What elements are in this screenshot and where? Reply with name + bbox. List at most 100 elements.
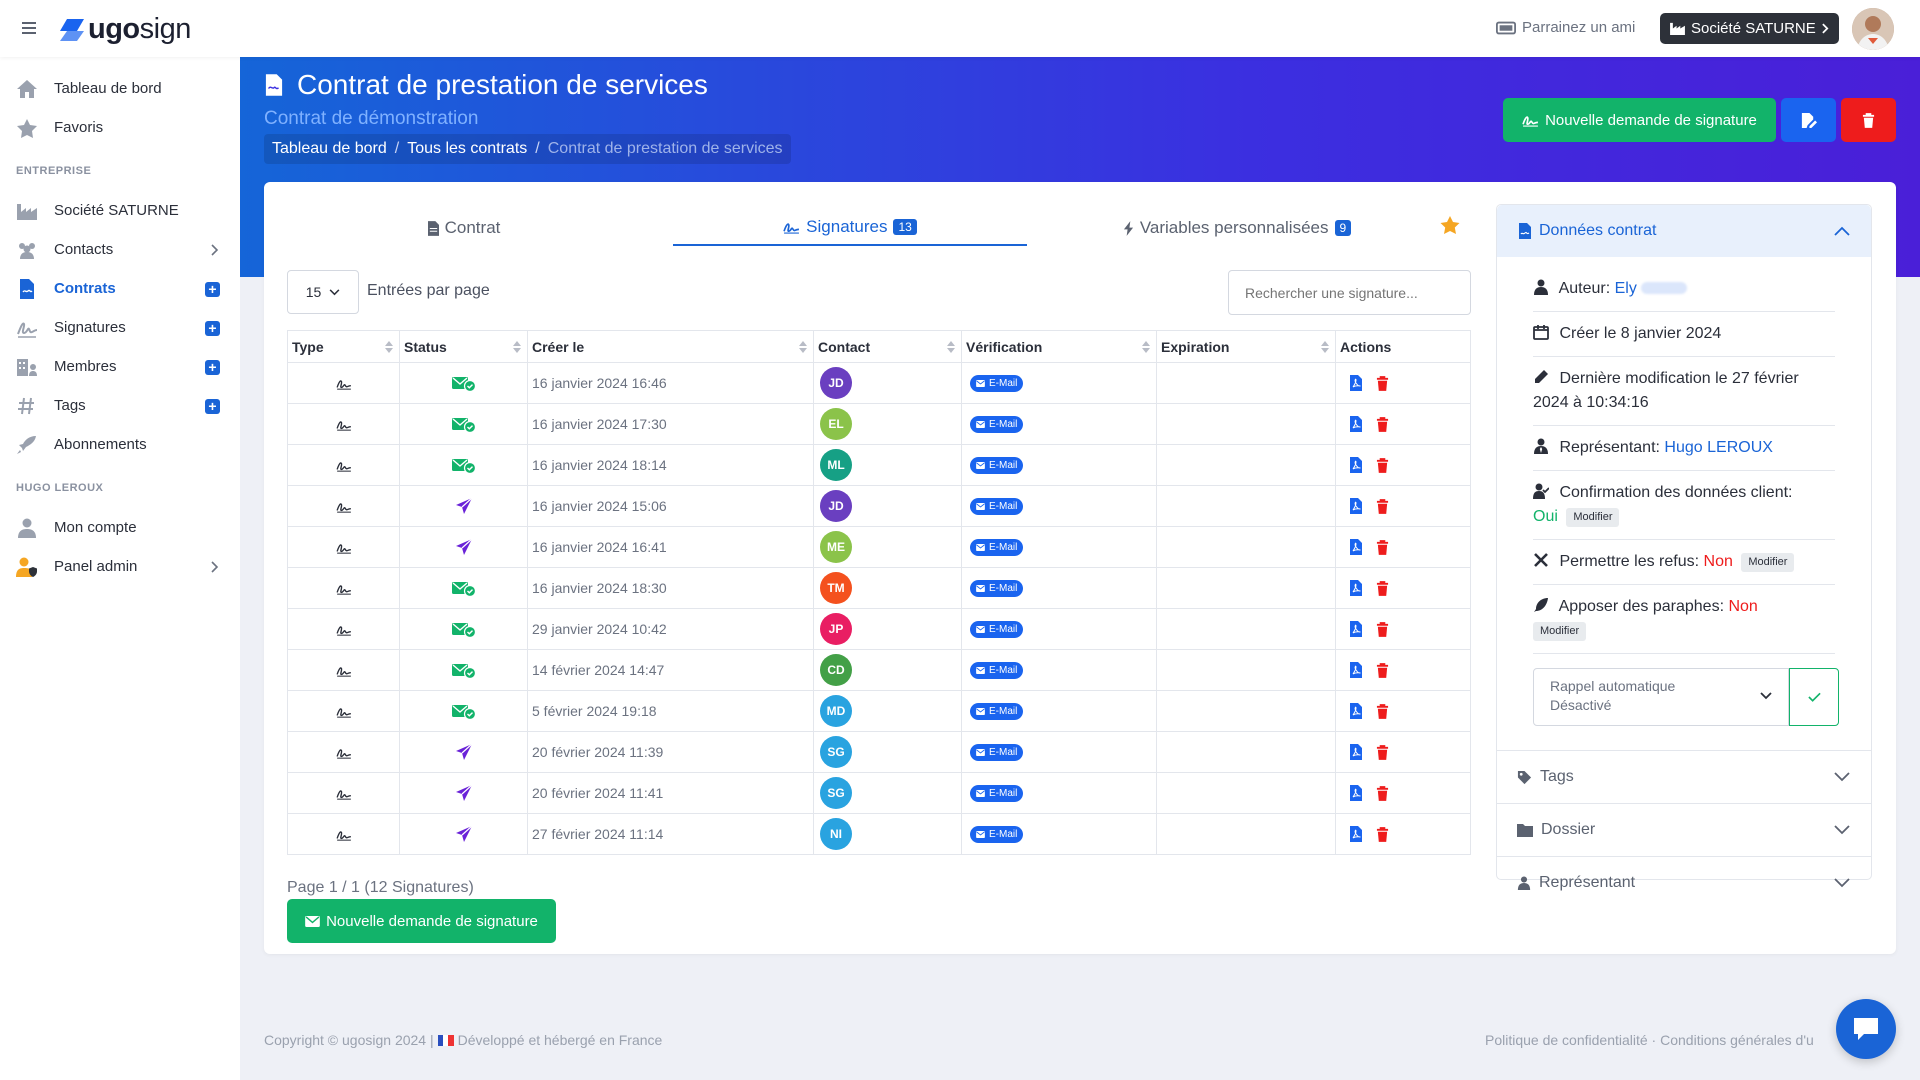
status-cell — [399, 608, 528, 650]
check-icon — [1807, 692, 1821, 702]
file-pdf-icon[interactable] — [1350, 662, 1362, 678]
contact-avatar[interactable]: NI — [820, 818, 852, 850]
contact-avatar[interactable]: JP — [820, 613, 852, 645]
sidebar-item-contacts[interactable]: Contacts — [0, 230, 240, 269]
referral-link[interactable]: Parrainez un ami — [1496, 19, 1635, 36]
sidebar-item-members[interactable]: Membres + — [0, 347, 240, 386]
add-tag-button[interactable]: + — [205, 399, 220, 414]
column-header-expiration[interactable]: Expiration — [1156, 330, 1336, 363]
trash-icon[interactable] — [1376, 375, 1389, 391]
add-contract-button[interactable]: + — [205, 282, 220, 297]
contact-avatar[interactable]: JD — [820, 367, 852, 399]
file-pdf-icon[interactable] — [1350, 703, 1362, 719]
new-signature-request-bottom-button[interactable]: Nouvelle demande de signature — [287, 899, 556, 943]
file-pdf-icon[interactable] — [1350, 621, 1362, 637]
sidebar-item-subscriptions[interactable]: Abonnements — [0, 425, 240, 464]
trash-icon[interactable] — [1376, 621, 1389, 637]
sidebar-item-account[interactable]: Mon compte — [0, 508, 240, 547]
sidebar-item-dashboard[interactable]: Tableau de bord — [0, 69, 240, 108]
star-icon — [17, 118, 37, 138]
sidebar-item-company[interactable]: Société SATURNE — [0, 191, 240, 230]
sidebar-item-signatures[interactable]: Signatures + — [0, 308, 240, 347]
add-member-button[interactable]: + — [205, 360, 220, 375]
contact-avatar[interactable]: CD — [820, 654, 852, 686]
file-pdf-icon[interactable] — [1350, 498, 1362, 514]
column-header-verification[interactable]: Vérification — [961, 330, 1157, 363]
sidebar-item-tags[interactable]: Tags + — [0, 386, 240, 425]
author-link[interactable]: Ely — [1614, 280, 1637, 297]
type-cell — [287, 403, 400, 445]
tab-custom-variables[interactable]: Variables personnalisées 9 — [1060, 210, 1414, 246]
modify-client-confirmation-button[interactable]: Modifier — [1566, 508, 1620, 527]
search-signature-input[interactable] — [1228, 270, 1471, 315]
trash-icon[interactable] — [1376, 826, 1389, 842]
new-signature-request-button[interactable]: Nouvelle demande de signature — [1503, 98, 1776, 142]
tab-signatures[interactable]: Signatures 13 — [673, 210, 1027, 246]
contact-avatar[interactable]: EL — [820, 408, 852, 440]
menu-icon[interactable] — [20, 19, 38, 37]
add-signature-button[interactable]: + — [205, 321, 220, 336]
column-header-contact[interactable]: Contact — [813, 330, 962, 363]
tags-accordion[interactable]: Tags — [1497, 750, 1871, 803]
column-header-created[interactable]: Créer le — [527, 330, 814, 363]
sidebar-item-favorites[interactable]: Favoris — [0, 108, 240, 147]
brand-logo[interactable]: ugosign — [60, 13, 191, 46]
tab-contract[interactable]: Contrat — [287, 210, 641, 246]
file-pdf-icon[interactable] — [1350, 416, 1362, 432]
company-switch-button[interactable]: Société SATURNE — [1660, 13, 1839, 44]
file-pdf-icon[interactable] — [1350, 375, 1362, 391]
trash-icon[interactable] — [1376, 498, 1389, 514]
expiration-cell — [1156, 485, 1336, 527]
signature-icon — [335, 708, 351, 718]
envelope-icon — [976, 708, 985, 715]
sidebar-item-contracts[interactable]: Contrats + — [0, 269, 240, 308]
contact-avatar[interactable]: MD — [820, 695, 852, 727]
column-header-status[interactable]: Status — [399, 330, 528, 363]
contact-avatar[interactable]: JD — [820, 490, 852, 522]
favorite-star-icon[interactable] — [1440, 215, 1460, 235]
contact-avatar[interactable]: TM — [820, 572, 852, 604]
column-header-type[interactable]: Type — [287, 330, 400, 363]
contact-avatar[interactable]: ML — [820, 449, 852, 481]
file-pdf-icon[interactable] — [1350, 539, 1362, 555]
trash-icon[interactable] — [1376, 744, 1389, 760]
breadcrumb-contracts[interactable]: Tous les contrats — [407, 140, 528, 157]
contact-avatar[interactable]: SG — [820, 736, 852, 768]
representative-accordion[interactable]: Représentant — [1497, 856, 1871, 909]
type-cell — [287, 485, 400, 527]
edit-contract-button[interactable] — [1781, 98, 1836, 142]
trash-icon[interactable] — [1376, 580, 1389, 596]
file-pdf-icon[interactable] — [1350, 785, 1362, 801]
type-cell — [287, 690, 400, 732]
trash-icon[interactable] — [1376, 785, 1389, 801]
file-pdf-icon[interactable] — [1350, 744, 1362, 760]
modify-initials-button[interactable]: Modifier — [1533, 622, 1587, 641]
trash-icon[interactable] — [1376, 457, 1389, 473]
folder-accordion[interactable]: Dossier — [1497, 803, 1871, 856]
expiration-cell — [1156, 444, 1336, 486]
contact-avatar[interactable]: SG — [820, 777, 852, 809]
trash-icon[interactable] — [1376, 703, 1389, 719]
file-pdf-icon[interactable] — [1350, 826, 1362, 842]
chat-button[interactable] — [1836, 999, 1896, 1059]
auto-reminder-confirm-button[interactable] — [1789, 668, 1839, 726]
breadcrumb-dashboard[interactable]: Tableau de bord — [272, 140, 387, 157]
auto-reminder-select[interactable]: Rappel automatique Désactivé — [1533, 668, 1789, 726]
representative-link[interactable]: Hugo LEROUX — [1664, 439, 1773, 456]
trash-icon[interactable] — [1376, 662, 1389, 678]
modify-allow-refusal-button[interactable]: Modifier — [1741, 553, 1795, 572]
footer-links[interactable]: Politique de confidentialité · Condition… — [1485, 1032, 1814, 1048]
entries-per-page-select[interactable]: 15 — [287, 270, 359, 314]
user-avatar[interactable] — [1852, 8, 1894, 50]
trash-icon[interactable] — [1376, 539, 1389, 555]
sidebar-item-admin[interactable]: Panel admin — [0, 547, 240, 586]
file-pdf-icon[interactable] — [1350, 580, 1362, 596]
email-verification-badge: E-Mail — [970, 580, 1024, 597]
delete-contract-button[interactable] — [1841, 98, 1896, 142]
file-pdf-icon[interactable] — [1350, 457, 1362, 473]
entries-per-page-label: Entrées par page — [367, 282, 490, 299]
contact-avatar[interactable]: ME — [820, 531, 852, 563]
status-cell — [399, 403, 528, 445]
contract-data-header[interactable]: Données contrat — [1497, 205, 1871, 257]
trash-icon[interactable] — [1376, 416, 1389, 432]
